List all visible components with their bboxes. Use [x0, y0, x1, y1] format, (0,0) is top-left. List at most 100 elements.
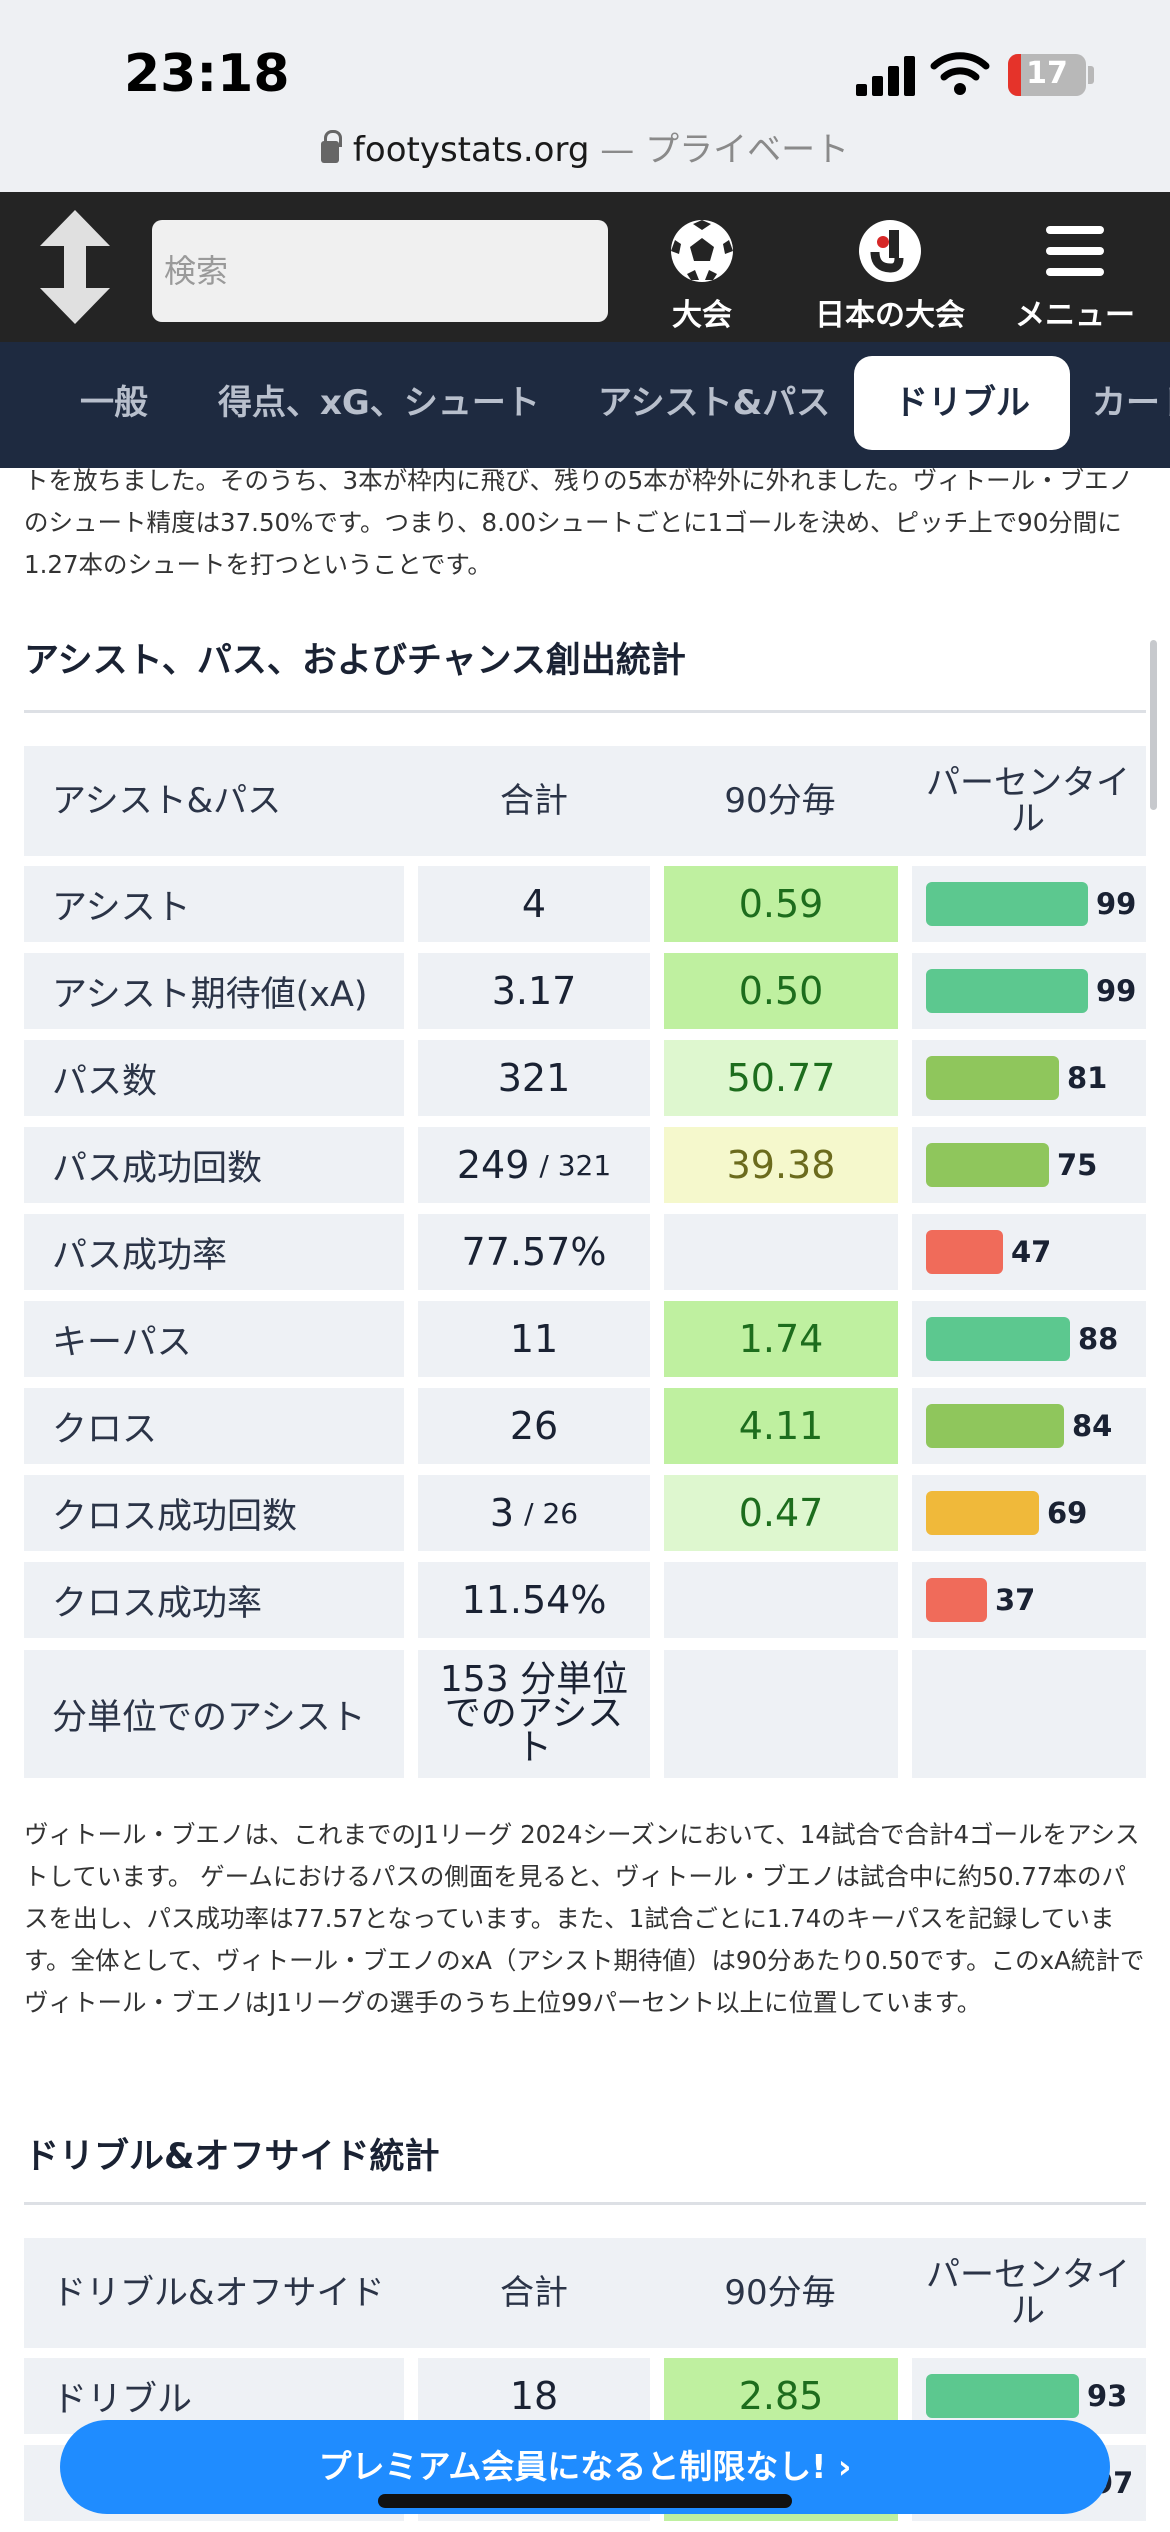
row-total-value: 249: [456, 1143, 530, 1187]
row-total: 11: [418, 1301, 650, 1377]
row-label: パス成功率: [24, 1214, 404, 1290]
dribbles-table-header: ドリブル&オフサイド 合計 90分毎 パーセンタイル: [24, 2238, 1146, 2348]
header-dribbles-offsides: ドリブル&オフサイド: [52, 2273, 385, 2313]
table-row: キーパス 11 1.74 88: [24, 1301, 1146, 1377]
row-total-value: 321: [497, 1056, 571, 1100]
percentile-bar: [926, 1404, 1064, 1448]
row-total: 77.57%: [418, 1214, 650, 1290]
soccer-ball-icon: [671, 220, 733, 282]
private-label: — プライベート: [589, 130, 850, 170]
row-label: クロス成功回数: [24, 1475, 404, 1551]
row-label: クロス成功率: [24, 1562, 404, 1638]
table-row: クロス成功率 11.54% 37: [24, 1562, 1146, 1638]
row-percentile: 99: [912, 953, 1146, 1029]
row-total: 26: [418, 1388, 650, 1464]
menu-button[interactable]: メニュー: [1010, 218, 1140, 334]
url-text: footystats.org: [352, 130, 590, 170]
tab-general[interactable]: 一般: [80, 383, 148, 423]
search-input[interactable]: [152, 220, 608, 322]
percentile-value: 88: [1078, 1322, 1119, 1356]
row-percentile: 69: [912, 1475, 1146, 1551]
competitions-button[interactable]: 大会: [652, 218, 752, 334]
header-percentile: パーセンタイル: [926, 763, 1130, 839]
percentile-value: 84: [1072, 1409, 1113, 1443]
shooting-summary-text: トを放ちました。そのうち、3本が枠内に飛び、残りの5本が枠外に外れました。ヴィト…: [24, 466, 1134, 579]
up-down-arrow-icon[interactable]: [38, 208, 112, 326]
row-label: クロス: [24, 1388, 404, 1464]
competitions-label: 大会: [672, 298, 732, 333]
japan-competitions-button[interactable]: 日本の大会: [800, 218, 980, 334]
assists-table-header: アシスト&パス 合計 90分毎 パーセンタイル: [24, 746, 1146, 856]
row-total-value: 4: [521, 882, 547, 926]
tab-dribbles[interactable]: ドリブル: [854, 356, 1070, 450]
row-total: 3.17: [418, 953, 650, 1029]
tab-assists-passes[interactable]: アシスト&パス: [598, 383, 831, 423]
battery-tip: [1088, 66, 1094, 84]
menu-label: メニュー: [1015, 298, 1135, 333]
table-row: アシスト 4 0.59 99: [24, 866, 1146, 942]
row-total-value: 18: [509, 2374, 559, 2418]
row-label: キーパス: [24, 1301, 404, 1377]
scrollbar[interactable]: [1150, 640, 1157, 810]
percentile-bar: [926, 1230, 1003, 1274]
percentile-value: 37: [995, 1583, 1036, 1617]
section-divider: [24, 710, 1146, 713]
assists-section-title: アシスト、パス、およびチャンス創出統計: [24, 641, 686, 681]
percentile-bar: [926, 969, 1088, 1013]
row-per90: [664, 1650, 898, 1778]
percentile-bar: [926, 1317, 1070, 1361]
row-per90: 0.59: [664, 866, 898, 942]
tab-goals-xg-shots[interactable]: 得点、xG、シュート: [218, 383, 540, 423]
row-total-value: 11.54%: [461, 1578, 607, 1622]
percentile-value: 99: [1096, 974, 1137, 1008]
header-assists-passes: アシスト&パス: [52, 781, 282, 821]
percentile-bar: [926, 2374, 1079, 2418]
row-percentile: 88: [912, 1301, 1146, 1377]
table-row: パス数 321 50.77 81: [24, 1040, 1146, 1116]
row-per90: [664, 1214, 898, 1290]
row-label: アシスト: [24, 866, 404, 942]
table-row: アシスト期待値(xA) 3.17 0.50 99: [24, 953, 1146, 1029]
row-percentile: 81: [912, 1040, 1146, 1116]
row-total: 3 / 26: [418, 1475, 650, 1551]
header-total: 合計: [500, 781, 568, 821]
row-per90: [664, 1562, 898, 1638]
row-total-denominator: / 26: [524, 1496, 579, 1530]
premium-banner-button[interactable]: プレミアム会員になると制限なし! ›: [60, 2420, 1110, 2514]
row-total-denominator: / 321: [539, 1148, 612, 1182]
percentile-bar: [926, 1578, 987, 1622]
row-total-value: 11: [509, 1317, 559, 1361]
search-box[interactable]: [152, 220, 608, 322]
row-per90: 50.77: [664, 1040, 898, 1116]
row-per90: 0.47: [664, 1475, 898, 1551]
row-per90: 0.50: [664, 953, 898, 1029]
section-divider: [24, 2202, 1146, 2205]
row-percentile: 75: [912, 1127, 1146, 1203]
home-indicator[interactable]: [378, 2494, 792, 2508]
tab-cards[interactable]: カード: [1092, 383, 1170, 423]
percentile-value: 47: [1011, 1235, 1052, 1269]
address-bar[interactable]: footystats.org — プライベート: [0, 122, 1170, 171]
row-total: 321: [418, 1040, 650, 1116]
percentile-bar: [926, 882, 1088, 926]
table-row: クロス成功回数 3 / 26 0.47 69: [24, 1475, 1146, 1551]
percentile-value: 99: [1096, 887, 1137, 921]
lock-icon: [320, 130, 342, 163]
row-total-value: 77.57%: [461, 1230, 607, 1274]
header-total: 合計: [500, 2273, 568, 2313]
row-per90: 4.11: [664, 1388, 898, 1464]
row-percentile: [912, 1650, 1146, 1778]
percentile-value: 81: [1067, 1061, 1108, 1095]
j-league-icon: [859, 220, 921, 282]
row-total-value: 3: [489, 1491, 515, 1535]
japan-competitions-label: 日本の大会: [815, 298, 965, 333]
table-row-minutes-per-assist: 分単位でのアシスト 153 分単位でのアシスト: [24, 1650, 1146, 1778]
row-label: アシスト期待値(xA): [24, 953, 404, 1029]
clock: 23:18: [124, 44, 290, 104]
percentile-value: 75: [1057, 1148, 1098, 1182]
dribbles-section-title: ドリブル&オフサイド統計: [24, 2137, 440, 2177]
stats-tab-bar: 一般 得点、xG、シュート アシスト&パス ドリブル カード: [0, 342, 1170, 468]
header-per90: 90分毎: [724, 781, 836, 821]
row-percentile: 37: [912, 1562, 1146, 1638]
battery-icon: 17: [1008, 54, 1086, 96]
